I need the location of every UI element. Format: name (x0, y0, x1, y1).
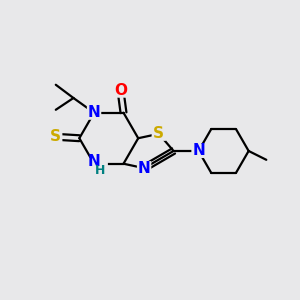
FancyBboxPatch shape (87, 106, 101, 120)
Text: S: S (50, 129, 61, 144)
FancyBboxPatch shape (48, 130, 62, 144)
FancyBboxPatch shape (191, 144, 206, 158)
FancyBboxPatch shape (152, 127, 166, 141)
FancyBboxPatch shape (113, 84, 128, 98)
FancyBboxPatch shape (86, 158, 108, 175)
Text: S: S (153, 126, 164, 141)
Text: H: H (95, 164, 106, 177)
Text: O: O (114, 83, 127, 98)
FancyBboxPatch shape (137, 161, 151, 175)
Text: N: N (88, 105, 100, 120)
Text: N: N (192, 143, 205, 158)
Text: N: N (88, 154, 100, 169)
Text: N: N (138, 160, 151, 175)
